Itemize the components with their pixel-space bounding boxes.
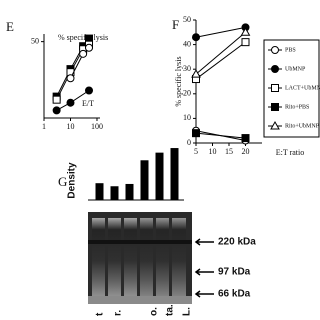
x-tick-label: 100	[91, 122, 103, 131]
panel-label: F	[172, 17, 179, 32]
y-tick-label: 50	[183, 15, 191, 24]
x-tick-label: 10	[66, 122, 74, 131]
legend-marker	[270, 120, 280, 130]
lane-label: L.	[182, 307, 193, 316]
legend-marker	[271, 46, 279, 54]
series-line	[195, 132, 246, 139]
lane-label: t	[95, 312, 106, 316]
point	[240, 27, 251, 36]
legend-label: UbMNP	[285, 66, 306, 72]
y-tick-label: 30	[183, 64, 191, 73]
gel-image	[88, 212, 214, 304]
point	[66, 74, 75, 83]
point	[85, 86, 94, 95]
x-tick-label: 15	[225, 147, 233, 156]
series-line	[195, 41, 246, 80]
y-tick-label: 40	[183, 39, 191, 48]
y-tick-label: 50	[31, 36, 39, 45]
legend-label: LACT+UbMNP	[285, 85, 320, 91]
y-axis-label: % specific lysis	[174, 56, 183, 106]
marker-label: 220 kDa	[218, 237, 256, 248]
y-axis-label: % specific lysis	[58, 33, 108, 42]
point	[79, 49, 88, 58]
panel-label: E	[6, 19, 14, 34]
bar	[170, 148, 179, 200]
point	[85, 43, 94, 52]
bar	[95, 183, 104, 200]
y-tick-label: 0	[187, 138, 191, 147]
panel-label: G	[58, 174, 67, 189]
x-axis-label: E/T	[82, 99, 94, 108]
point	[66, 98, 75, 107]
point	[241, 134, 250, 143]
marker-label: 97 kDa	[218, 267, 251, 278]
point	[52, 106, 61, 115]
bar	[125, 183, 134, 200]
y-tick-label: 20	[183, 89, 191, 98]
legend-label: Rito+UbMNP	[285, 123, 320, 129]
x-axis-label: E:T ratio	[276, 148, 305, 157]
lane-label: ta.	[165, 304, 176, 316]
lane-label: r.	[113, 310, 124, 316]
x-tick-label: 20	[242, 147, 250, 156]
marker-label: 66 kDa	[218, 289, 251, 300]
point	[241, 38, 250, 47]
x-tick-label: 10	[209, 147, 217, 156]
lane-label: o.	[149, 307, 160, 316]
legend-marker	[271, 103, 279, 111]
point	[191, 69, 201, 78]
series-line	[195, 26, 246, 38]
y-tick-label: 10	[183, 113, 191, 122]
legend-label: PBS	[285, 47, 296, 53]
y-axis-label: Density	[67, 162, 78, 199]
bar	[140, 160, 149, 200]
legend-marker	[271, 65, 279, 73]
bar	[110, 186, 119, 200]
legend-label: Rito+PBS	[285, 104, 309, 110]
x-tick-label: 5	[194, 147, 198, 156]
point	[192, 129, 200, 138]
x-tick-label: 1	[42, 122, 46, 131]
point	[192, 33, 200, 42]
bar	[155, 152, 164, 200]
legend-marker	[271, 84, 279, 92]
series-line	[195, 31, 246, 75]
point	[52, 95, 61, 104]
